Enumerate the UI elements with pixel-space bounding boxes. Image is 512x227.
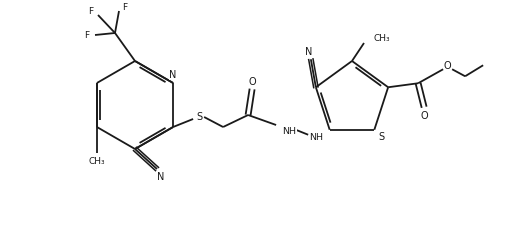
Text: CH₃: CH₃ <box>89 156 105 165</box>
Text: N: N <box>169 70 177 80</box>
Text: O: O <box>421 110 429 120</box>
Text: NH: NH <box>309 133 323 142</box>
Text: N: N <box>305 47 312 57</box>
Text: N: N <box>157 171 164 181</box>
Text: F: F <box>122 2 127 11</box>
Text: CH₃: CH₃ <box>373 34 390 43</box>
Text: S: S <box>197 112 203 122</box>
Text: O: O <box>444 60 452 70</box>
Text: F: F <box>84 31 90 40</box>
Text: O: O <box>248 77 256 87</box>
Text: S: S <box>379 132 385 142</box>
Text: NH: NH <box>283 126 296 135</box>
Text: F: F <box>89 7 94 15</box>
